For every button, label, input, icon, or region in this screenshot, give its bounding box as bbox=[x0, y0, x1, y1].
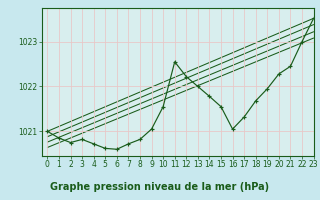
Text: Graphe pression niveau de la mer (hPa): Graphe pression niveau de la mer (hPa) bbox=[51, 182, 269, 192]
